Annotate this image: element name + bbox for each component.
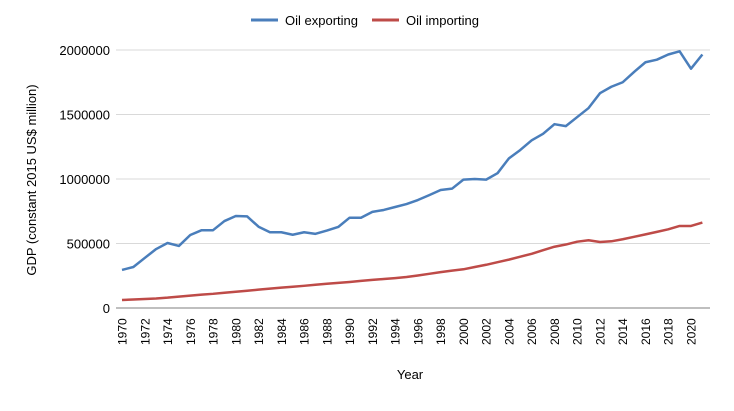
x-tick-label: 2018 [662, 318, 676, 345]
y-tick-label: 1000000 [59, 172, 110, 187]
x-tick-label: 1982 [252, 318, 266, 345]
x-tick-label: 1976 [184, 318, 198, 345]
x-tick-label: 2020 [685, 318, 699, 345]
x-tick-label: 2014 [616, 318, 630, 345]
x-tick-labels: 1970 1972 1974 1976 1978 1980 1982 1984 1986 1988… [116, 318, 699, 345]
x-tick-label: 2016 [639, 318, 653, 345]
x-tick-label: 1996 [411, 318, 425, 345]
x-tick-label: 1986 [298, 318, 312, 345]
legend-label-oil-exporting: Oil exporting [285, 13, 358, 28]
legend-label-oil-importing: Oil importing [406, 13, 479, 28]
series-lines [121, 50, 704, 302]
x-axis-title: Year [397, 367, 424, 382]
x-tick-label: 1988 [320, 318, 334, 345]
x-tick-label: 1972 [138, 318, 152, 345]
y-axis-title: GDP (constant 2015 US$ million) [24, 84, 39, 275]
series-line-oil-importing [121, 221, 703, 302]
x-tick-label: 1994 [389, 318, 403, 345]
x-tick-label: 1978 [207, 318, 221, 345]
y-tick-labels: 0 500000 1000000 1500000 2000000 [59, 43, 110, 316]
y-tick-label: 500000 [67, 237, 110, 252]
x-tick-label: 2010 [571, 318, 585, 345]
x-tick-label: 1970 [116, 318, 130, 345]
x-tick-label: 2002 [480, 318, 494, 345]
gridlines [116, 49, 710, 244]
y-tick-label: 0 [103, 301, 110, 316]
x-tick-label: 1974 [161, 318, 175, 345]
x-tick-label: 1998 [434, 318, 448, 345]
x-tick-label: 2008 [548, 318, 562, 345]
x-tick-label: 1990 [343, 318, 357, 345]
series-line-oil-exporting [121, 50, 704, 272]
y-tick-label: 2000000 [59, 43, 110, 58]
y-tick-label: 1500000 [59, 108, 110, 123]
x-tick-label: 2012 [593, 318, 607, 345]
x-tick-label: 2006 [525, 318, 539, 345]
x-tick-label: 2000 [457, 318, 471, 345]
x-tick-label: 1992 [366, 318, 380, 345]
x-tick-label: 2004 [502, 318, 516, 345]
x-tick-label: 1980 [229, 318, 243, 345]
legend: Oil exporting Oil importing [251, 13, 479, 28]
x-tick-label: 1984 [275, 318, 289, 345]
